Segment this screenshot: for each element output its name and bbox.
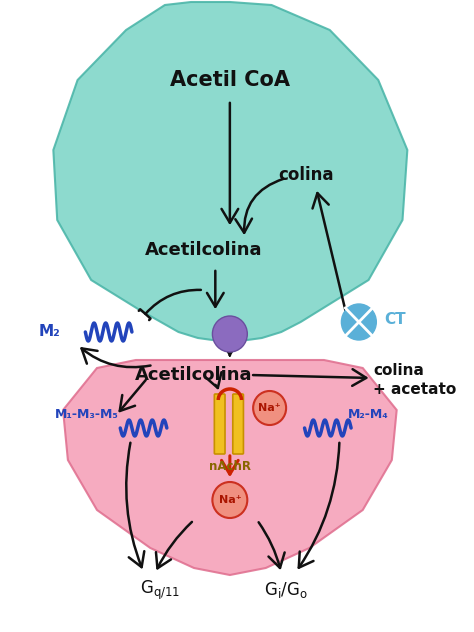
- Text: M₂-M₄: M₂-M₄: [348, 408, 389, 422]
- Text: M₂: M₂: [38, 324, 60, 339]
- Circle shape: [212, 316, 247, 352]
- Polygon shape: [63, 360, 397, 575]
- Text: colina
+ acetato: colina + acetato: [374, 363, 456, 397]
- Text: $\mathrm{G_{i}/G_{o}}$: $\mathrm{G_{i}/G_{o}}$: [264, 580, 308, 600]
- Text: Acetilcolina: Acetilcolina: [145, 241, 263, 259]
- Text: Na⁺: Na⁺: [258, 403, 281, 413]
- Text: Acetil CoA: Acetil CoA: [170, 70, 290, 90]
- Text: nAchR: nAchR: [209, 460, 251, 473]
- Text: Acetilcolina: Acetilcolina: [135, 366, 253, 384]
- Circle shape: [341, 304, 376, 340]
- Text: CT: CT: [384, 312, 406, 327]
- Polygon shape: [54, 2, 407, 341]
- Text: Na⁺: Na⁺: [219, 495, 241, 505]
- Circle shape: [212, 482, 247, 518]
- Text: M₁-M₃-M₅: M₁-M₃-M₅: [55, 408, 119, 422]
- FancyBboxPatch shape: [214, 394, 225, 454]
- Text: $\mathrm{G_{q/11}}$: $\mathrm{G_{q/11}}$: [140, 578, 180, 602]
- Circle shape: [253, 391, 286, 425]
- FancyBboxPatch shape: [233, 394, 244, 454]
- Text: colina: colina: [278, 166, 333, 184]
